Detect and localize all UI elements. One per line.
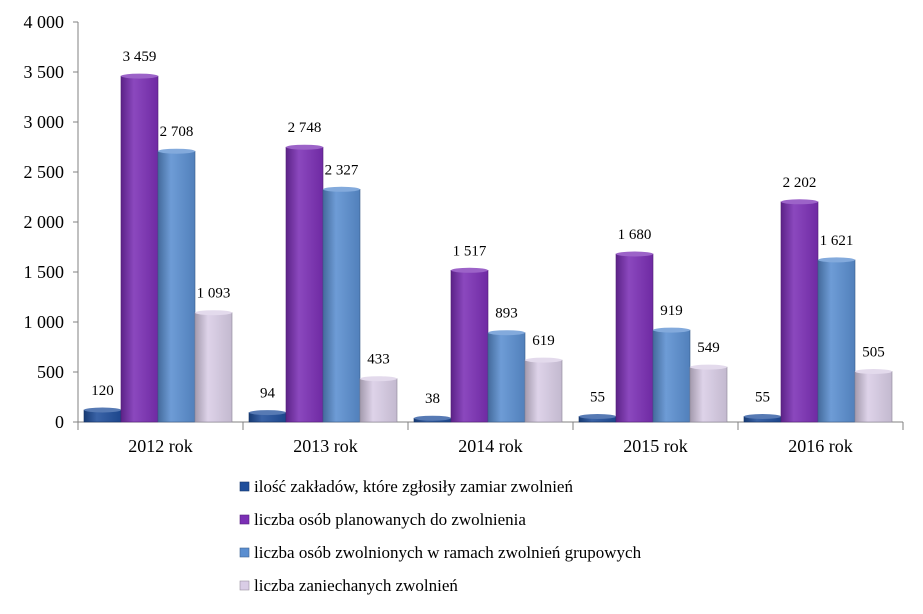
bar — [780, 201, 819, 423]
legend-swatch — [239, 580, 250, 591]
data-label: 2 202 — [783, 175, 817, 191]
data-label: 2 748 — [288, 120, 322, 136]
data-label: 433 — [367, 352, 390, 368]
bar — [615, 253, 654, 423]
bar — [524, 359, 563, 423]
legend-label: ilość zakładów, które zgłosiły zamiar zw… — [254, 477, 573, 496]
y-tick-label: 3 500 — [24, 62, 65, 82]
bar-cap — [818, 257, 855, 263]
bar-cap — [616, 251, 653, 257]
chart-axes: 0 500 1 000 1 500 2 000 2 500 3 000 3 500 4 000 2… — [24, 12, 904, 456]
data-label: 1 093 — [197, 286, 231, 302]
y-tick-label: 2 500 — [24, 162, 65, 182]
data-label: 1 517 — [453, 243, 487, 259]
data-label: 619 — [532, 333, 555, 349]
bar-cap — [195, 310, 232, 316]
bar — [652, 329, 691, 423]
data-label: 1 621 — [820, 233, 854, 249]
legend-label: liczba osób planowanych do zwolnienia — [254, 510, 526, 529]
data-label: 1 680 — [618, 227, 652, 243]
bar-cap — [653, 327, 690, 333]
legend-label: liczba osób zwolnionych w ramach zwolnie… — [254, 543, 642, 562]
bar — [120, 75, 159, 423]
bar-cap — [690, 364, 727, 370]
legend-swatch — [239, 514, 250, 525]
y-tick-label: 3 000 — [24, 112, 65, 132]
bar-cap — [249, 410, 286, 416]
y-tick-label: 500 — [37, 362, 64, 382]
x-tick-label: 2015 rok — [623, 436, 688, 456]
data-label: 893 — [495, 306, 518, 322]
legend-swatch — [239, 547, 250, 558]
bar-cap — [525, 357, 562, 363]
bar-cap — [488, 330, 525, 336]
data-label: 3 459 — [123, 49, 157, 65]
bar-cap — [855, 369, 892, 374]
bar — [854, 371, 893, 423]
data-label: 505 — [862, 345, 885, 361]
bar-cap — [360, 376, 397, 382]
data-label: 2 708 — [160, 124, 194, 140]
bar-cap — [286, 144, 323, 150]
data-label: 2 327 — [325, 162, 359, 178]
y-tick-label: 1 000 — [24, 312, 65, 332]
bar — [157, 150, 196, 423]
y-tick-label: 2 000 — [24, 212, 65, 232]
data-label: 94 — [260, 386, 276, 402]
x-tick-label: 2014 rok — [458, 436, 523, 456]
legend-label: liczba zaniechanych zwolnień — [254, 576, 458, 595]
y-tick-label: 0 — [55, 412, 64, 432]
bar — [359, 378, 398, 423]
chart-legend: ilość zakładów, które zgłosiły zamiar zw… — [239, 477, 642, 595]
bar-cap — [579, 414, 616, 419]
bar-cap — [84, 407, 121, 413]
data-label: 55 — [590, 390, 605, 406]
bar — [322, 189, 361, 423]
y-tick-label: 1 500 — [24, 262, 65, 282]
data-label: 55 — [755, 390, 770, 406]
bar-cap — [414, 415, 451, 421]
legend-swatch — [239, 481, 250, 492]
data-label: 549 — [697, 340, 720, 356]
bar-cap — [451, 267, 488, 273]
data-label: 120 — [91, 383, 114, 399]
x-tick-label: 2013 rok — [293, 436, 358, 456]
bar-cap — [323, 186, 360, 192]
y-tick-label: 4 000 — [24, 12, 65, 32]
bar-cap — [158, 148, 195, 154]
bar-cap — [781, 199, 818, 205]
data-label: 919 — [660, 303, 683, 319]
bar — [817, 259, 856, 423]
chart-data-labels: 120 3 459 2 708 1 093 94 2 748 2 327 433 38 1 517… — [91, 49, 885, 407]
chart-bars — [83, 73, 893, 423]
data-label: 38 — [425, 391, 440, 407]
bar — [285, 146, 324, 423]
bar-cap — [121, 73, 158, 79]
bar — [487, 332, 526, 423]
bar — [689, 366, 728, 423]
bar — [194, 312, 233, 423]
x-tick-label: 2016 rok — [788, 436, 853, 456]
x-tick-label: 2012 rok — [128, 436, 193, 456]
bar-cap — [744, 414, 781, 419]
bar — [450, 269, 489, 423]
